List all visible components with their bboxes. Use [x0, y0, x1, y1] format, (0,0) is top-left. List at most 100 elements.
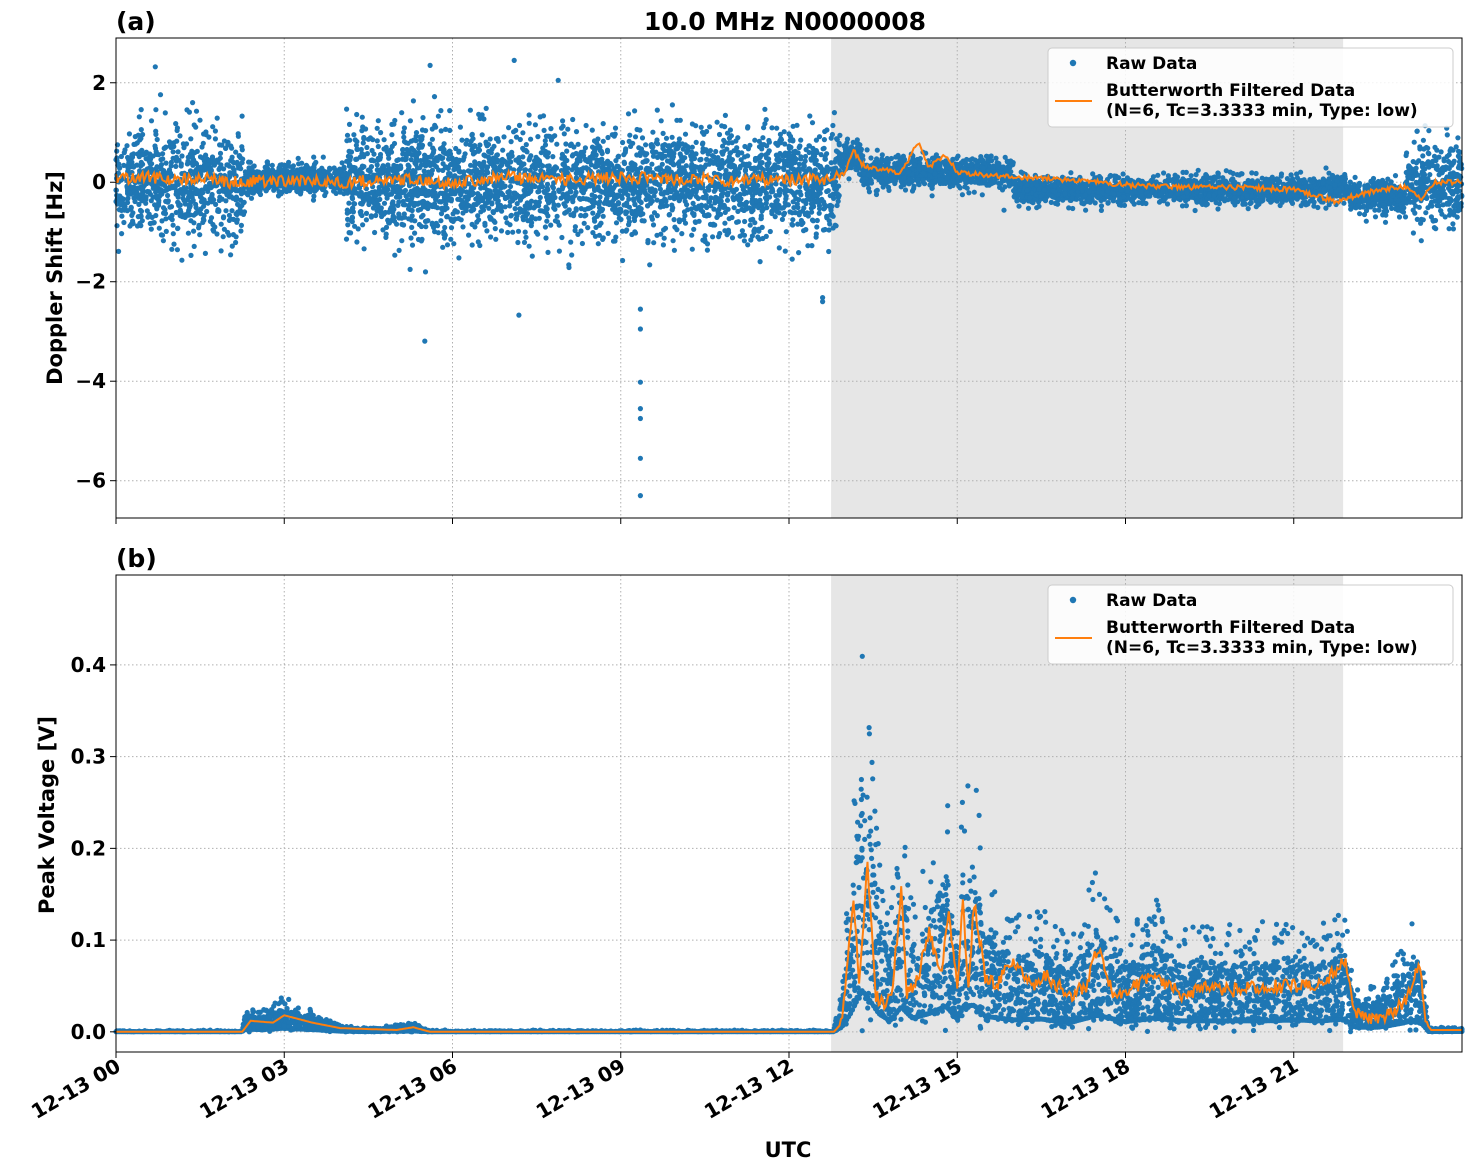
raw-point [742, 189, 748, 195]
raw-point [500, 147, 506, 153]
raw-point [409, 152, 415, 158]
raw-point [493, 236, 499, 242]
raw-point [1001, 207, 1007, 213]
raw-point [796, 250, 802, 256]
raw-point [507, 203, 513, 209]
raw-point [214, 231, 220, 237]
raw-point [494, 152, 500, 158]
raw-point [297, 166, 303, 172]
raw-point [311, 187, 317, 193]
raw-point [730, 194, 736, 201]
raw-point [792, 148, 798, 154]
raw-point [599, 165, 605, 171]
raw-point [377, 196, 383, 202]
raw-point [824, 127, 830, 133]
raw-point [351, 132, 357, 138]
raw-point [647, 262, 653, 268]
raw-point [378, 130, 384, 136]
raw-point [479, 114, 485, 120]
raw-point [173, 163, 179, 169]
raw-point [748, 237, 754, 243]
raw-point [460, 157, 466, 163]
raw-point [156, 193, 163, 199]
raw-point [390, 188, 396, 194]
raw-point [633, 213, 639, 219]
raw-point [354, 139, 360, 145]
raw-point [911, 183, 917, 189]
raw-point [685, 144, 691, 150]
raw-point [543, 235, 549, 241]
raw-point [203, 132, 209, 138]
raw-point [529, 214, 535, 220]
raw-point [573, 129, 580, 135]
raw-point [345, 216, 351, 222]
raw-point [419, 127, 426, 133]
raw-point [682, 170, 688, 176]
raw-point [669, 102, 676, 108]
raw-point [600, 213, 606, 219]
raw-point [171, 241, 177, 247]
raw-point [359, 163, 365, 169]
raw-point [138, 191, 144, 198]
raw-point [632, 108, 638, 114]
raw-point [140, 131, 146, 138]
raw-point [510, 229, 516, 235]
raw-point [525, 205, 531, 211]
raw-point [429, 136, 435, 142]
raw-point [446, 156, 452, 162]
raw-point [441, 194, 447, 200]
raw-point [237, 155, 244, 161]
raw-point [361, 197, 367, 203]
raw-point [533, 154, 539, 160]
raw-point [745, 153, 751, 159]
raw-point [384, 167, 390, 173]
raw-point [492, 226, 498, 232]
raw-point [706, 212, 712, 218]
raw-point [556, 248, 563, 254]
raw-point [789, 256, 795, 262]
raw-point [854, 140, 860, 147]
raw-point [548, 222, 554, 228]
raw-point [375, 189, 381, 196]
raw-point [521, 187, 527, 193]
raw-point [828, 160, 834, 166]
raw-point [264, 159, 270, 165]
raw-point [483, 141, 489, 147]
raw-point [610, 238, 617, 244]
raw-point [588, 205, 594, 211]
raw-point [564, 148, 570, 154]
raw-point [716, 131, 723, 138]
raw-point [728, 150, 734, 156]
raw-point [734, 219, 740, 225]
raw-point [658, 118, 664, 124]
raw-point [486, 195, 493, 201]
raw-point [239, 147, 245, 153]
raw-point [729, 140, 735, 146]
raw-point [745, 124, 751, 130]
raw-point [297, 191, 304, 197]
raw-point [156, 225, 162, 231]
raw-point [204, 208, 210, 215]
raw-point [668, 189, 674, 195]
raw-point [573, 162, 579, 168]
raw-point [791, 160, 798, 166]
raw-point [280, 168, 286, 174]
raw-point [722, 220, 728, 226]
raw-point [126, 155, 132, 161]
raw-point [595, 241, 601, 247]
raw-point [598, 220, 604, 226]
raw-point [682, 198, 688, 204]
raw-point [617, 206, 623, 212]
raw-point [624, 227, 630, 233]
raw-point [165, 192, 171, 199]
raw-point [212, 224, 218, 230]
raw-point [645, 240, 651, 246]
raw-point [758, 216, 764, 222]
raw-point [750, 181, 756, 187]
raw-point [689, 144, 695, 150]
raw-point [418, 206, 424, 212]
raw-point [191, 228, 197, 234]
raw-point [773, 140, 779, 146]
raw-point [444, 214, 450, 220]
raw-point [163, 198, 169, 204]
